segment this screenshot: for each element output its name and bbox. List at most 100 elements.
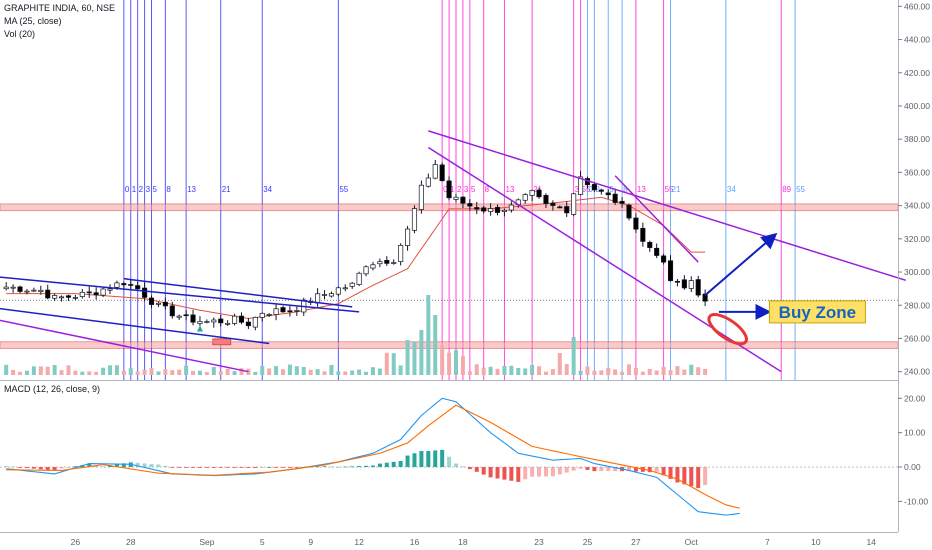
- volume-bar: [45, 366, 50, 375]
- candle-body: [411, 208, 418, 231]
- trendline-purple[interactable]: [427, 146, 782, 373]
- fib-label: 8: [166, 185, 171, 194]
- trendline-blue[interactable]: [0, 307, 270, 345]
- macd-histogram-bar: [101, 466, 106, 468]
- macd-histogram-bar: [218, 467, 223, 468]
- price-tick-label: 280.00: [904, 300, 930, 310]
- macd-histogram-bar: [370, 465, 375, 468]
- trendlines[interactable]: [0, 130, 907, 373]
- volume-bar: [391, 353, 396, 375]
- macd-histogram-bar: [405, 455, 410, 468]
- fib-label: 8: [623, 185, 628, 194]
- volume-bar: [433, 315, 438, 375]
- time-tick-label: 12: [354, 537, 364, 547]
- candle-body: [501, 209, 507, 212]
- symbol-title: GRAPHITE INDIA, 60, NSE: [4, 3, 116, 13]
- price-tick-label: 260.00: [904, 333, 930, 343]
- candle-body: [169, 305, 175, 317]
- volume-bar: [502, 365, 507, 375]
- candle-body: [335, 287, 341, 295]
- fib-label: 3: [146, 185, 151, 194]
- volume-bar: [287, 364, 292, 375]
- volume-bar: [329, 364, 334, 375]
- macd-histogram-bar: [45, 467, 50, 470]
- volume-bar: [578, 370, 583, 375]
- macd-histogram-bar: [550, 467, 555, 477]
- volume-bar: [377, 368, 382, 375]
- macd-histogram-bar: [11, 466, 16, 468]
- macd-tick-label: -10.00: [904, 496, 928, 506]
- fib-label: 0: [125, 185, 130, 194]
- time-tick-label: 10: [811, 537, 821, 547]
- candle-body: [321, 294, 328, 296]
- macd-histogram-bar: [287, 467, 292, 468]
- volume-legend[interactable]: Vol (20): [4, 29, 36, 39]
- fib-label: 21: [533, 185, 542, 194]
- macd-legend[interactable]: MACD (12, 26, close, 9): [4, 384, 101, 394]
- moving-average-line: [6, 196, 706, 320]
- volume-bar: [184, 365, 189, 375]
- candle-body: [79, 291, 85, 297]
- volume-bar: [668, 370, 673, 375]
- trendline-purple[interactable]: [0, 319, 249, 373]
- macd-histogram-bar: [627, 467, 631, 472]
- volume-bar: [564, 364, 569, 375]
- time-tick-label: 27: [631, 537, 641, 547]
- macd-histogram-bar: [613, 467, 618, 472]
- volume-bar: [301, 366, 306, 375]
- candle-body: [114, 282, 120, 288]
- candle-body: [432, 164, 438, 179]
- trendline-purple[interactable]: [614, 175, 699, 263]
- ma-legend[interactable]: MA (25, close): [4, 16, 62, 26]
- candle-body: [695, 279, 701, 296]
- candle-body: [86, 291, 92, 294]
- macd-histogram-bar: [211, 467, 216, 468]
- candle-body: [363, 266, 369, 275]
- macd-histogram-bar: [246, 467, 251, 468]
- fib-label: 0: [443, 185, 448, 194]
- candle-body: [370, 264, 376, 269]
- volume-bar: [509, 365, 514, 375]
- macd-histogram-bar: [474, 467, 479, 472]
- volume-bars: [4, 295, 708, 375]
- candle-body: [425, 177, 431, 187]
- volume-bar: [156, 371, 161, 375]
- trendline-purple[interactable]: [428, 130, 907, 282]
- candle-body: [183, 314, 189, 317]
- candle-body: [59, 296, 65, 299]
- volume-bar: [426, 295, 431, 375]
- macd-histogram-bar: [336, 466, 341, 468]
- macd-histogram-bar: [4, 465, 9, 468]
- macd-histogram-bar: [633, 467, 638, 472]
- macd-histogram-bar: [661, 467, 666, 476]
- volume-bar: [191, 370, 196, 375]
- volume-bar: [149, 368, 154, 375]
- fib-label: 2: [139, 185, 144, 194]
- candle-body: [342, 287, 348, 290]
- fib-label: 5: [153, 185, 158, 194]
- candle-body: [619, 200, 625, 204]
- fib-label: 55: [582, 185, 591, 194]
- macd-histogram-bar: [163, 465, 168, 468]
- volume-bar: [640, 371, 645, 375]
- trendline-blue[interactable]: [123, 277, 353, 308]
- candle-body: [65, 295, 72, 298]
- time-tick-label: Oct: [685, 537, 699, 547]
- volume-bar: [474, 364, 479, 375]
- volume-bar: [440, 345, 445, 375]
- buy-zone-label: Buy Zone: [779, 303, 856, 322]
- candle-body: [93, 292, 99, 296]
- candle-body: [17, 286, 23, 292]
- volume-bar: [128, 368, 133, 375]
- macd-histogram-bar: [398, 461, 403, 468]
- trendline-blue[interactable]: [0, 276, 360, 313]
- macd-histogram-bar: [460, 466, 465, 468]
- macd-histogram-bar: [592, 467, 597, 472]
- candle-body: [467, 203, 473, 207]
- volume-bar: [114, 365, 119, 375]
- candle-body: [232, 315, 238, 324]
- candle-body: [564, 206, 570, 214]
- candle-body: [488, 208, 494, 212]
- macd-histogram-bar: [454, 463, 458, 468]
